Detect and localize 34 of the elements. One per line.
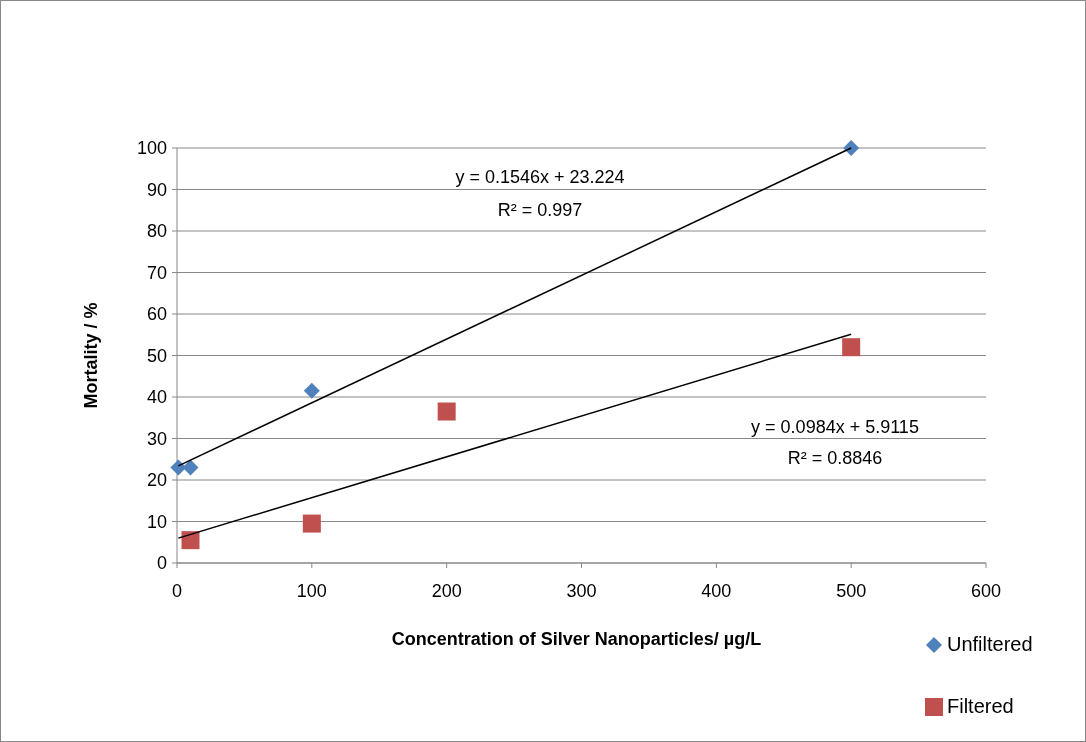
y-tick-label: 10 xyxy=(146,511,167,532)
point xyxy=(303,382,320,399)
legend-label: Unfiltered xyxy=(947,633,1033,655)
x-tick-label: 500 xyxy=(836,581,867,601)
point xyxy=(843,140,860,156)
x-tick-label: 200 xyxy=(431,581,462,601)
x-tick-label: 0 xyxy=(171,581,183,601)
y-axis-title: Mortality / % xyxy=(81,302,101,409)
x-tick-label: 400 xyxy=(701,581,732,601)
y-tick-label: 40 xyxy=(146,387,167,408)
y-tick-label: 90 xyxy=(146,179,167,200)
y-tick-label: 20 xyxy=(146,470,167,491)
y-tick-label: 50 xyxy=(146,345,167,366)
point xyxy=(302,514,321,533)
x-tick-label: 600 xyxy=(970,581,1002,601)
legend-label: Filtered xyxy=(947,695,1014,717)
point xyxy=(842,338,861,357)
y-tick-label: 80 xyxy=(146,221,167,242)
point xyxy=(182,459,199,476)
y-tick-label: 60 xyxy=(146,304,167,325)
x-tick-label: 100 xyxy=(296,581,327,601)
y-tick-label: 100 xyxy=(136,138,167,159)
point xyxy=(181,531,200,550)
x-axis-title: Concentration of Silver Nanoparticles/ µg/L xyxy=(391,629,762,649)
annotation: R² = 0.997 xyxy=(497,200,583,221)
annotation: y = 0.1546x + 23.224 xyxy=(455,167,625,188)
y-tick-label: 0 xyxy=(156,553,167,574)
annotation: y = 0.0984x + 5.9115 xyxy=(751,417,919,438)
annotation: R² = 0.8846 xyxy=(787,448,883,469)
point xyxy=(170,459,187,476)
y-tick-label: 30 xyxy=(146,428,167,449)
x-tick-label: 300 xyxy=(566,581,597,601)
y-tick-label: 70 xyxy=(146,262,167,283)
point xyxy=(437,402,456,421)
